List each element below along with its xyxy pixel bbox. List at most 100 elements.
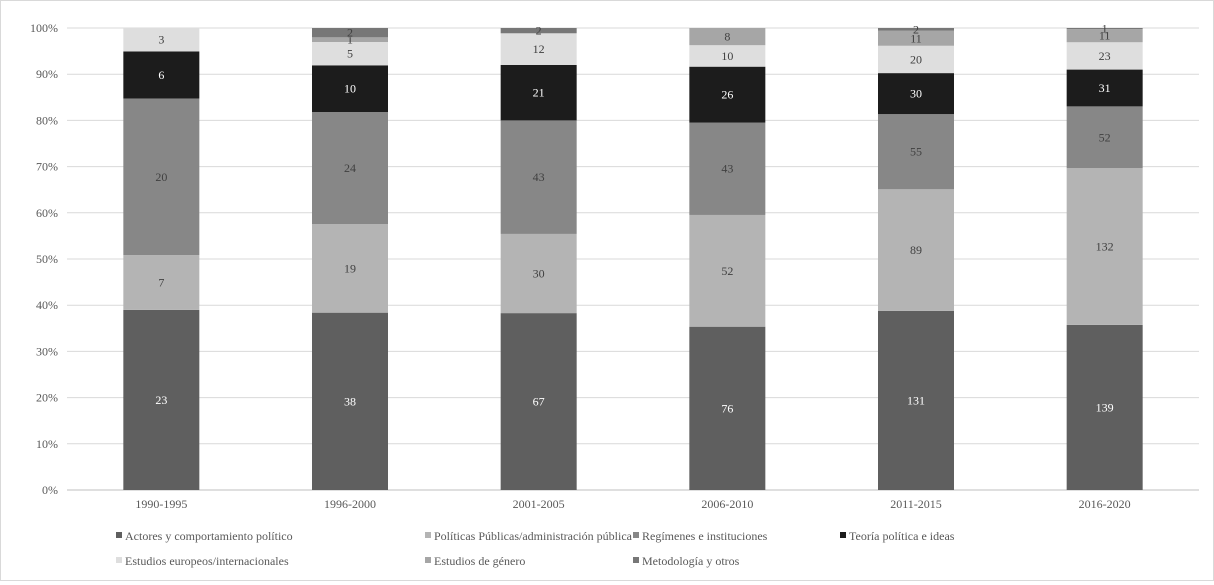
data-label: 89 (910, 243, 922, 257)
y-tick-label: 80% (36, 113, 58, 127)
bar-segment (500, 64, 577, 121)
bar-segment (312, 65, 388, 112)
data-label: 6 (158, 68, 164, 82)
data-label: 10 (344, 82, 356, 96)
x-tick-label: 2001-2005 (513, 497, 565, 511)
bar-segment (878, 28, 954, 31)
bar-segment (1066, 42, 1143, 70)
bar-segment (689, 214, 766, 327)
y-tick-label: 0% (42, 483, 58, 497)
y-tick-label: 10% (36, 437, 58, 451)
data-label: 11 (910, 31, 922, 45)
legend-label: Metodología y otros (642, 554, 740, 568)
bar-segment (1066, 106, 1143, 169)
data-label: 19 (344, 261, 356, 275)
data-label: 20 (910, 52, 922, 66)
bar-segment (689, 122, 766, 215)
bar-segment (500, 313, 577, 490)
bar-segment (689, 66, 766, 123)
data-label: 132 (1096, 240, 1114, 254)
bar-segment (500, 33, 577, 65)
y-tick-label: 100% (30, 21, 58, 35)
bar-segment (1066, 324, 1143, 490)
legend-swatch (633, 557, 639, 563)
bar-segment (689, 28, 766, 46)
data-label: 139 (1096, 400, 1114, 414)
data-label: 31 (1099, 81, 1111, 95)
x-tick-label: 2011-2015 (890, 497, 942, 511)
bar-segment (123, 98, 200, 256)
data-label: 30 (910, 87, 922, 101)
data-label: 67 (533, 395, 545, 409)
data-label: 55 (910, 145, 922, 159)
data-label: 3 (158, 33, 164, 47)
bar-segment (312, 42, 388, 66)
x-tick-label: 1990-1995 (135, 497, 187, 511)
bar-segment (1066, 28, 1143, 30)
y-tick-label: 70% (36, 160, 58, 174)
legend-swatch (633, 532, 639, 538)
bar-segment (123, 51, 200, 99)
bar-segment (123, 255, 200, 310)
data-label: 131 (907, 393, 925, 407)
bar-segment (123, 28, 200, 52)
data-label: 8 (724, 30, 730, 44)
bar-segment (312, 112, 388, 224)
data-label: 38 (344, 394, 356, 408)
data-label: 2 (347, 26, 353, 40)
bar-segment (312, 28, 388, 38)
x-tick-label: 2006-2010 (701, 497, 753, 511)
data-label: 23 (1099, 49, 1111, 63)
bar-segment (878, 310, 954, 490)
bar-segment (312, 312, 388, 490)
bar-segment (1066, 69, 1143, 107)
data-label: 43 (721, 162, 733, 176)
data-label: 20 (155, 170, 167, 184)
bar-segment (689, 326, 766, 490)
bar-segment (878, 30, 954, 46)
data-label: 2 (536, 24, 542, 38)
data-label: 1 (1102, 22, 1108, 36)
bar-segment (878, 189, 954, 311)
legend-swatch (425, 532, 431, 538)
legend-swatch (116, 557, 122, 563)
bar-segment (878, 45, 954, 74)
x-tick-label: 1996-2000 (324, 497, 376, 511)
data-label: 2 (913, 22, 919, 36)
data-label: 12 (533, 42, 545, 56)
y-tick-label: 40% (36, 298, 58, 312)
data-label: 1 (347, 33, 353, 47)
data-label: 10 (721, 49, 733, 63)
legend-label: Estudios europeos/internacionales (125, 554, 289, 568)
y-tick-label: 20% (36, 391, 58, 405)
bar-segment (312, 224, 388, 313)
bar-segment (878, 73, 954, 115)
data-label: 52 (1099, 130, 1111, 144)
legend-label: Estudios de género (434, 554, 525, 568)
y-tick-label: 30% (36, 344, 58, 358)
legend-swatch (840, 532, 846, 538)
bar-segment (500, 28, 577, 34)
bar-segment (1066, 168, 1143, 325)
data-label: 7 (158, 275, 164, 289)
data-label: 5 (347, 47, 353, 61)
data-label: 30 (533, 267, 545, 281)
legend-swatch (116, 532, 122, 538)
bar-segment (878, 114, 954, 190)
legend-swatch (425, 557, 431, 563)
legend-label: Políticas Públicas/administración públic… (434, 529, 633, 543)
bar-segment (689, 45, 766, 67)
data-label: 23 (155, 393, 167, 407)
legend-label: Teoría política e ideas (849, 529, 955, 543)
data-label: 43 (533, 170, 545, 184)
data-label: 26 (721, 88, 733, 102)
y-tick-label: 90% (36, 67, 58, 81)
bar-segment (500, 233, 577, 314)
data-label: 76 (721, 401, 733, 415)
y-tick-label: 50% (36, 252, 58, 266)
y-tick-label: 60% (36, 206, 58, 220)
data-label: 24 (344, 161, 356, 175)
bar-segment (123, 309, 200, 490)
